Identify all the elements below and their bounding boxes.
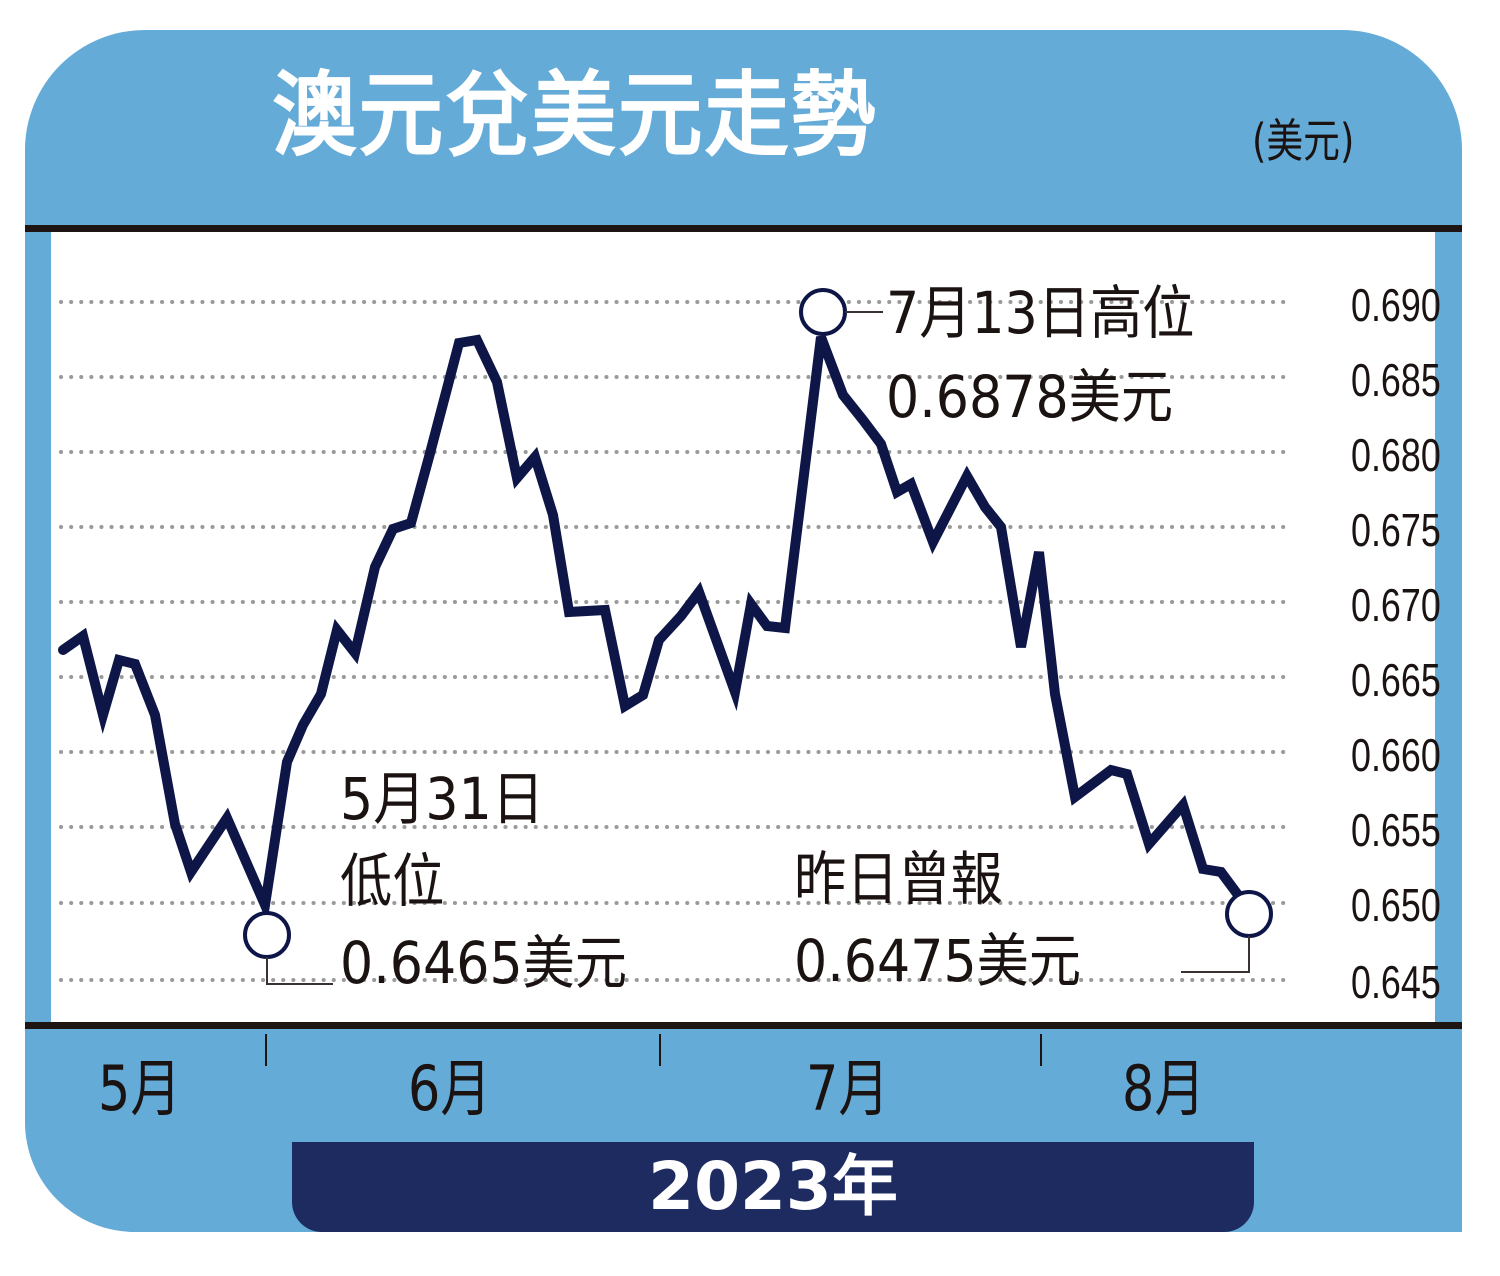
bottom-rule (25, 1022, 1462, 1029)
x-label-may: 5月 (98, 1052, 182, 1125)
latest-marker (1225, 890, 1273, 938)
y-tick-0665: 0.665 (1351, 654, 1441, 706)
y-tick-0690: 0.690 (1351, 279, 1441, 331)
high-marker (799, 288, 847, 336)
low-annotation-label: 低位 (340, 847, 445, 915)
month-separator (659, 1034, 661, 1066)
x-label-july: 7月 (806, 1052, 890, 1125)
y-tick-0685: 0.685 (1351, 354, 1441, 406)
latest-annotation-value: 0.6475美元 (794, 927, 1082, 995)
y-tick-0660: 0.660 (1351, 729, 1441, 781)
plot-area: 0.690 0.685 0.680 0.675 0.670 0.665 0.66… (51, 232, 1441, 1022)
year-label: 2023年 (648, 1148, 898, 1225)
high-annotation-date: 7月13日高位 (886, 279, 1195, 347)
y-tick-0680: 0.680 (1351, 429, 1441, 481)
y-tick-0675: 0.675 (1351, 504, 1441, 556)
unit-label: (美元) (1252, 114, 1355, 168)
low-annotation-value: 0.6465美元 (340, 929, 628, 997)
y-tick-0670: 0.670 (1351, 579, 1441, 631)
chart-title: 澳元兌美元走勢 (272, 62, 878, 169)
y-tick-0645: 0.645 (1351, 956, 1441, 1008)
low-leader (266, 957, 333, 985)
gridlines (59, 300, 1293, 982)
y-tick-0655: 0.655 (1351, 804, 1441, 856)
month-separator (265, 1034, 267, 1066)
aud-usd-line (58, 334, 1252, 923)
latest-annotation-label: 昨日曾報 (794, 845, 1003, 913)
year-bar: 2023年 (292, 1142, 1254, 1232)
month-separator (1040, 1034, 1042, 1066)
low-annotation-date: 5月31日 (340, 765, 545, 833)
latest-leader (1181, 936, 1250, 973)
high-annotation-value: 0.6878美元 (886, 363, 1174, 431)
top-rule (25, 225, 1462, 232)
line-chart (58, 288, 1293, 985)
y-tick-0650: 0.650 (1351, 879, 1441, 931)
x-label-june: 6月 (408, 1052, 492, 1125)
low-marker (243, 911, 291, 959)
x-label-august: 8月 (1122, 1052, 1206, 1125)
